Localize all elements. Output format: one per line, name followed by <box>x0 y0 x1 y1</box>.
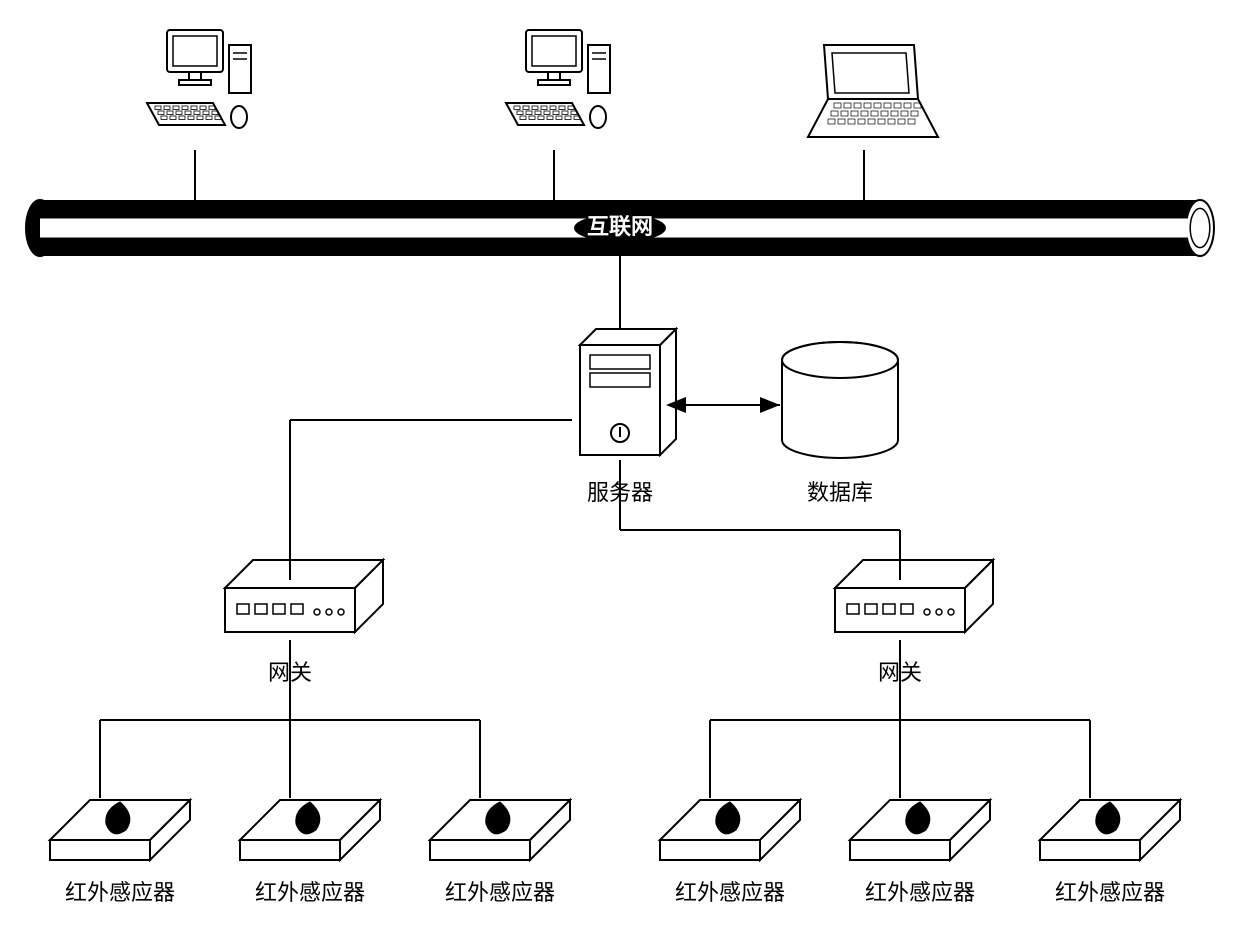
sensor-icon <box>430 800 570 860</box>
sensor-icon <box>50 800 190 860</box>
sensor-icon <box>1040 800 1180 860</box>
gateway-icon <box>225 560 383 632</box>
desktop-icon <box>506 30 610 128</box>
sensor-label: 红外感应器 <box>255 880 365 905</box>
sensor-icon <box>240 800 380 860</box>
sensor-label: 红外感应器 <box>1055 880 1165 905</box>
database-icon <box>782 342 898 458</box>
laptop-icon <box>808 45 938 137</box>
sensor-icon <box>660 800 800 860</box>
sensor-label: 红外感应器 <box>865 880 975 905</box>
desktop-icon <box>147 30 251 128</box>
sensor-label: 红外感应器 <box>675 880 785 905</box>
sensor-icon <box>850 800 990 860</box>
internet-label: 互联网 <box>587 214 653 239</box>
database-label: 数据库 <box>807 480 873 505</box>
gateway-icon <box>835 560 993 632</box>
sensor-label: 红外感应器 <box>65 880 175 905</box>
sensor-label: 红外感应器 <box>445 880 555 905</box>
server-icon <box>580 329 676 455</box>
